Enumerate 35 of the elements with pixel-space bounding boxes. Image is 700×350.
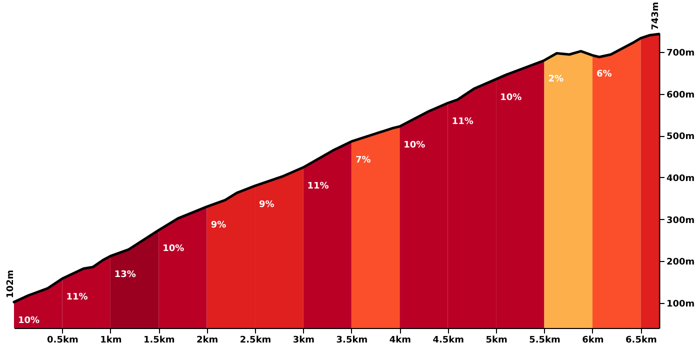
y-tick-label: 400m xyxy=(666,174,695,184)
annotation: 10% xyxy=(18,316,40,326)
x-tick-label: 4km xyxy=(389,336,411,346)
y-tick-label: 700m xyxy=(666,48,695,58)
x-tick-label: 5.5km xyxy=(529,336,560,346)
annotation: 10% xyxy=(500,93,522,104)
annotation: 102m xyxy=(6,270,16,298)
y-tick-label: 200m xyxy=(666,258,695,268)
x-tick-label: 6km xyxy=(582,336,604,346)
y-tick-label: 600m xyxy=(666,90,695,100)
annotation: 2% xyxy=(548,74,564,84)
x-tick-label: 4.5km xyxy=(432,336,464,346)
x-tick-label: 2.5km xyxy=(240,336,272,346)
annotation: 9% xyxy=(210,220,226,231)
annotation: 10% xyxy=(162,244,184,254)
annotation: 11% xyxy=(66,292,88,303)
y-tick-label: 500m xyxy=(666,132,695,142)
x-tick-label: 0.5km xyxy=(47,336,78,346)
x-tick-label: 2km xyxy=(196,336,218,346)
annotation: 6% xyxy=(596,69,612,80)
annotation: 11% xyxy=(307,181,329,192)
annotation: 7% xyxy=(355,155,371,166)
annotation: 11% xyxy=(452,117,474,128)
y-tick-label: 100m xyxy=(666,299,695,310)
x-tick-label: 6.5km xyxy=(626,336,657,346)
x-tick-label: 5km xyxy=(486,336,508,346)
annotation: 9% xyxy=(259,200,274,210)
x-tick-label: 3km xyxy=(292,336,315,346)
y-tick-label: 300m xyxy=(666,216,695,226)
annotation: 743m xyxy=(651,2,661,30)
x-tick-label: 3.5km xyxy=(336,336,368,346)
annotation: 13% xyxy=(114,270,136,280)
x-tick-label: 1km xyxy=(100,336,122,346)
x-tick-label: 1.5km xyxy=(143,336,175,346)
annotation: 10% xyxy=(404,140,426,150)
